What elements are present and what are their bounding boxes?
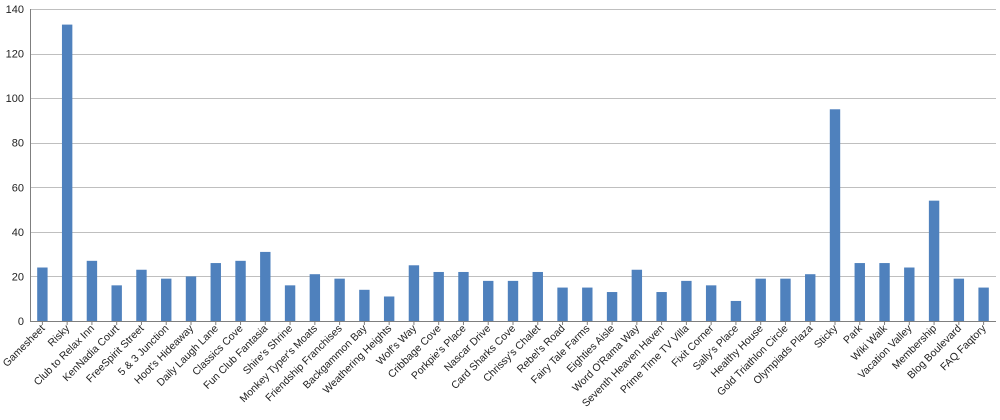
bar <box>136 269 147 321</box>
bar <box>928 200 940 321</box>
axes <box>30 9 996 325</box>
bar <box>309 274 321 321</box>
y-tick-label: 80 <box>12 138 24 150</box>
bar <box>953 278 965 321</box>
bar <box>656 292 667 321</box>
bar <box>606 292 618 321</box>
bar <box>383 296 395 321</box>
bar <box>904 267 915 321</box>
bar <box>780 278 791 321</box>
bar <box>86 260 98 321</box>
bar <box>37 267 48 321</box>
x-tick-label: Sticky <box>812 322 841 351</box>
y-tick-label: 60 <box>12 182 24 194</box>
bar <box>829 109 841 322</box>
bar <box>532 271 543 321</box>
bar <box>334 278 345 321</box>
bar <box>458 271 469 321</box>
y-tick-label: 20 <box>12 271 24 283</box>
bar <box>408 265 420 321</box>
bar <box>730 300 742 321</box>
x-tick-label: Gamesheet <box>1 323 48 370</box>
y-tick-label: 140 <box>6 4 24 16</box>
bar <box>805 274 816 321</box>
bar <box>210 263 221 321</box>
y-tick-label: 120 <box>6 49 24 61</box>
y-tick-label: 40 <box>12 227 24 239</box>
bar <box>111 285 122 321</box>
bar <box>582 287 593 321</box>
bar <box>161 278 172 321</box>
bar <box>879 263 890 321</box>
bar <box>483 280 494 321</box>
bar <box>433 271 444 321</box>
y-tick-labels: 0 20 40 60 80 100 120 140 <box>6 4 24 328</box>
bar <box>755 278 766 321</box>
bar <box>359 289 370 321</box>
bar <box>705 285 717 321</box>
bar <box>681 280 692 321</box>
bar <box>260 251 271 321</box>
y-tick-label: 0 <box>18 316 24 328</box>
bar <box>185 276 197 321</box>
bar <box>61 24 73 321</box>
bar <box>284 285 296 321</box>
bar <box>978 287 989 321</box>
bar <box>631 269 643 321</box>
bar <box>235 260 246 321</box>
bar <box>507 280 519 321</box>
bars <box>37 24 989 322</box>
y-tick-label: 100 <box>6 93 24 105</box>
bar <box>557 287 568 321</box>
gridlines <box>30 9 996 277</box>
bar <box>854 263 865 321</box>
